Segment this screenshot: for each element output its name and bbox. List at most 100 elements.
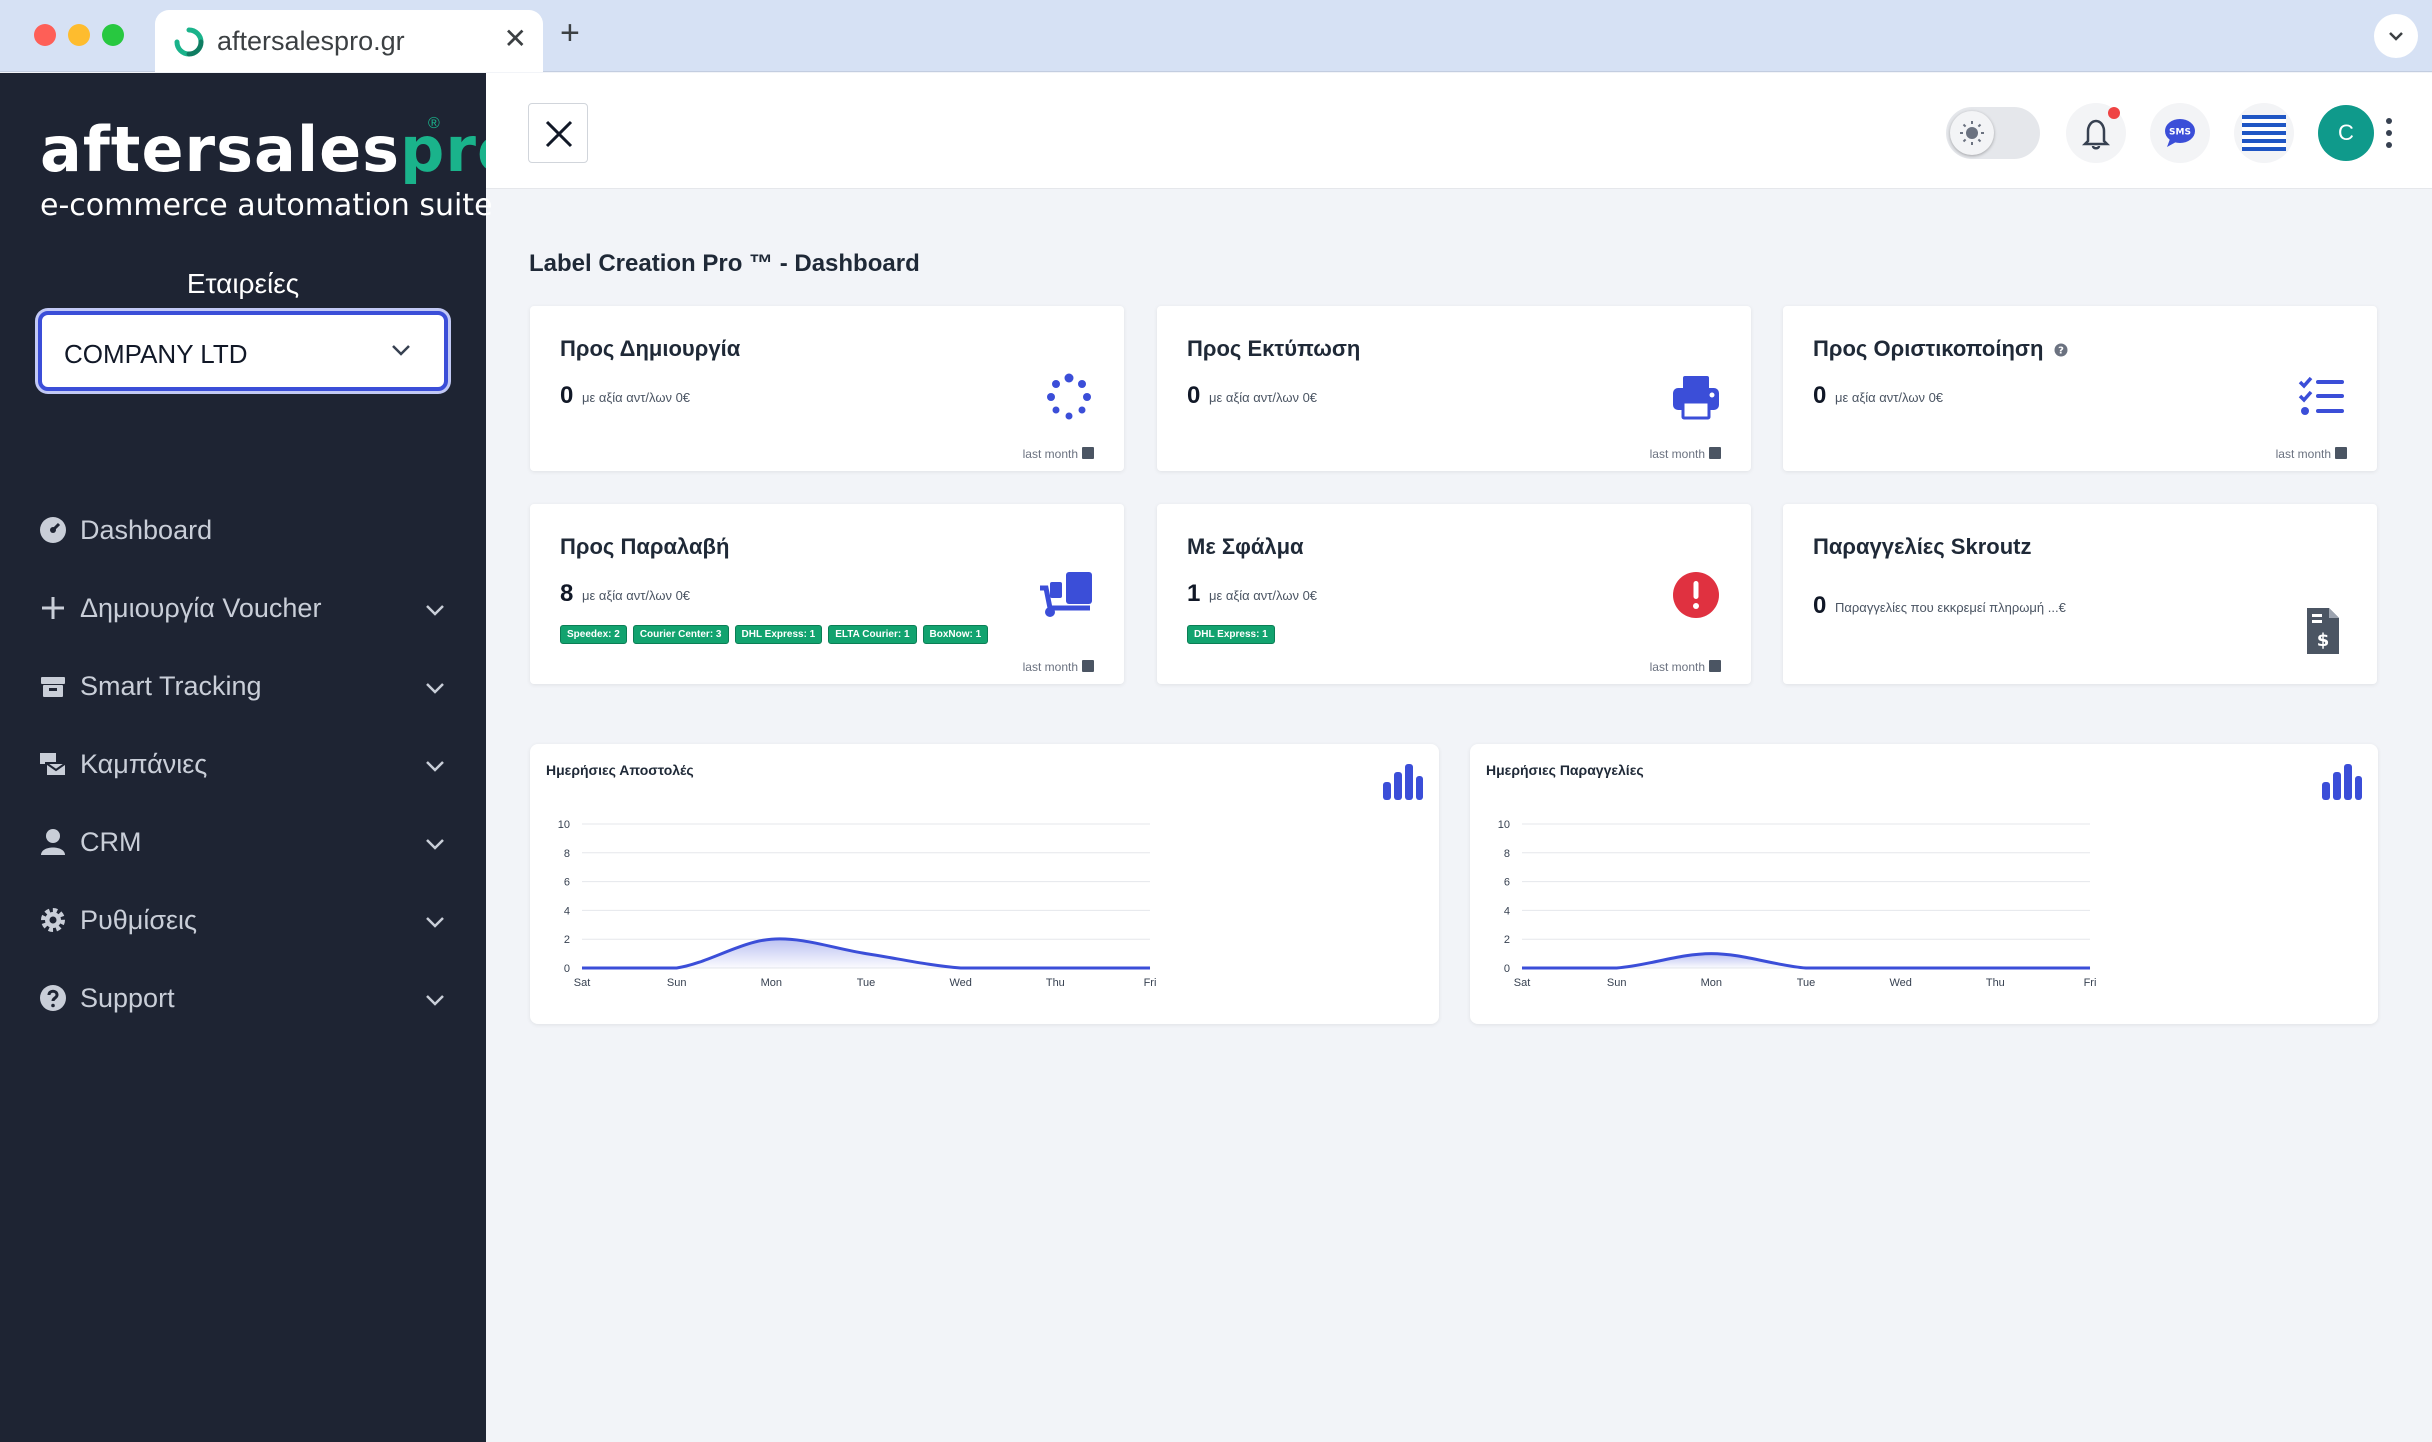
brand-logo[interactable]: aftersalespro ® e-commerce automation su… — [40, 113, 521, 223]
notification-dot — [2108, 107, 2120, 119]
chevron-down-icon — [426, 605, 444, 616]
stat-card-skroutz-orders[interactable]: Παραγγελίες Skroutz 0 Παραγγελίες που εκ… — [1783, 504, 2377, 684]
daily-shipments-chart: Ημερήσιες Αποστολές 0 2 4 6 8 10 Sat Sun Mon Tue W… — [530, 744, 1439, 1024]
sidebar-item-label: Support — [80, 983, 175, 1013]
card-count: 0 — [560, 382, 574, 409]
user-icon — [41, 829, 65, 855]
sidebar-item-label: Καμπάνιες — [80, 749, 208, 779]
brand-tagline: e-commerce automation suite — [40, 188, 493, 223]
invoice-dollar-icon: $ — [2307, 608, 2339, 654]
new-tab-button[interactable]: + — [560, 14, 580, 52]
y-tick-label: 0 — [564, 963, 570, 975]
stat-card-to-print[interactable]: Προς Εκτύπωση 0 με αξία αντ/λων 0€ last … — [1157, 306, 1751, 471]
card-period[interactable]: last month — [1650, 660, 1721, 674]
gear-icon — [41, 908, 65, 932]
sms-icon: SMS — [2165, 119, 2195, 147]
svg-text:?: ? — [2058, 346, 2064, 357]
chart-canvas: 0 2 4 6 8 10 Sat Sun Mon Tue Wed Thu Fri — [1498, 819, 2097, 989]
chevron-down-icon — [426, 995, 444, 1006]
x-tick-label: Fri — [1144, 977, 1157, 989]
theme-toggle[interactable] — [1946, 107, 2040, 159]
sidebar-item-label: Dashboard — [80, 515, 213, 545]
y-tick-label: 10 — [558, 819, 570, 831]
y-tick-label: 10 — [1498, 819, 1510, 831]
sidebar-item-voucher[interactable]: Δημιουργία Voucher — [0, 571, 486, 649]
x-tick-label: Sat — [1514, 977, 1531, 989]
y-tick-label: 8 — [1504, 848, 1510, 860]
stat-card-to-finalize[interactable]: Προς Οριστικοποίηση ? 0 με αξία αντ/λων … — [1783, 306, 2377, 471]
tasks-icon — [2298, 376, 2344, 415]
company-select-value: COMPANY LTD — [64, 339, 248, 369]
courier-badge: ELTA Courier: 1 — [828, 625, 917, 644]
language-button[interactable] — [2234, 103, 2294, 163]
box-icon — [41, 677, 65, 697]
series-area — [582, 938, 1150, 968]
notifications-button[interactable] — [2066, 103, 2126, 163]
card-count: 0 — [1813, 592, 1827, 619]
courier-badge: DHL Express: 1 — [1187, 625, 1275, 644]
window-zoom-button[interactable] — [102, 24, 124, 46]
company-select[interactable]: COMPANY LTD — [38, 311, 448, 391]
user-avatar[interactable]: C — [2318, 105, 2374, 161]
x-tick-label: Fri — [2084, 977, 2097, 989]
card-period[interactable]: last month — [1023, 660, 1094, 674]
sidebar-nav: Dashboard Δημιουργία Voucher Smart Track… — [0, 493, 486, 1039]
tab-list-button[interactable] — [2374, 14, 2418, 58]
bar-chart-icon[interactable] — [2318, 760, 2362, 804]
card-subtitle: με αξία αντ/λων 0€ — [582, 390, 691, 405]
sidebar-item-crm[interactable]: CRM — [0, 805, 486, 883]
sms-button[interactable]: SMS — [2150, 103, 2210, 163]
courier-badges: Speedex: 2 Courier Center: 3 DHL Express: … — [560, 624, 994, 644]
tab-close-icon[interactable]: ✕ — [503, 23, 527, 54]
stat-card-with-error[interactable]: Με Σφάλμα 1 με αξία αντ/λων 0€ DHL Expre… — [1157, 504, 1751, 684]
y-tick-label: 2 — [564, 934, 570, 946]
card-subtitle: με αξία αντ/λων 0€ — [1835, 390, 1944, 405]
y-tick-label: 4 — [1504, 905, 1510, 917]
card-count: 8 — [560, 580, 574, 607]
close-sidebar-button[interactable] — [528, 103, 588, 163]
card-subtitle: με αξία αντ/λων 0€ — [1209, 588, 1318, 603]
card-period[interactable]: last month — [1023, 447, 1094, 461]
more-options-icon[interactable] — [2382, 113, 2396, 153]
window-close-button[interactable] — [34, 24, 56, 46]
card-subtitle: με αξία αντ/λων 0€ — [582, 588, 691, 603]
chevron-down-icon — [426, 761, 444, 772]
card-period[interactable]: last month — [2276, 447, 2347, 461]
calendar-icon — [2335, 447, 2347, 459]
stat-card-to-pickup[interactable]: Προς Παραλαβή 8 με αξία αντ/λων 0€ Speed… — [530, 504, 1124, 684]
sidebar-item-smart-tracking[interactable]: Smart Tracking — [0, 649, 486, 727]
y-tick-label: 6 — [564, 877, 570, 889]
chart-canvas: 0 2 4 6 8 10 Sat Sun Mon Tue Wed Thu Fri — [558, 819, 1157, 989]
sidebar-item-support[interactable]: Support — [0, 961, 486, 1039]
dolly-icon — [1040, 572, 1092, 617]
y-tick-label: 4 — [564, 905, 570, 917]
close-icon — [545, 120, 573, 148]
svg-text:SMS: SMS — [2169, 128, 2191, 138]
card-count: 0 — [1187, 382, 1201, 409]
plus-icon — [42, 597, 64, 619]
info-icon[interactable]: ? — [2054, 343, 2068, 357]
sidebar-item-dashboard[interactable]: Dashboard — [0, 493, 486, 571]
chevron-down-icon — [392, 345, 410, 356]
y-tick-label: 8 — [564, 848, 570, 860]
site-favicon-icon — [174, 27, 204, 57]
browser-toolbar: aftersalespro.gr ✕ + — [0, 0, 2432, 72]
y-tick-label: 6 — [1504, 877, 1510, 889]
courier-badge: DHL Express: 1 — [734, 625, 823, 644]
stat-card-to-create[interactable]: Προς Δημιουργία 0 με αξία αντ/λων 0€ las… — [530, 306, 1124, 471]
courier-badge: Speedex: 2 — [560, 625, 627, 644]
x-tick-label: Wed — [949, 977, 971, 989]
sidebar-item-campaigns[interactable]: Καμπάνιες — [0, 727, 486, 805]
sidebar-item-settings[interactable]: Ρυθμίσεις — [0, 883, 486, 961]
bar-chart-icon[interactable] — [1379, 760, 1423, 804]
browser-tab[interactable]: aftersalespro.gr ✕ — [155, 10, 543, 72]
chevron-down-icon — [2389, 32, 2403, 41]
card-title: Παραγγελίες Skroutz — [1813, 534, 2032, 559]
x-tick-label: Wed — [1889, 977, 1911, 989]
window-minimize-button[interactable] — [68, 24, 90, 46]
courier-badges: DHL Express: 1 — [1187, 624, 1281, 644]
error-icon — [1673, 572, 1719, 618]
card-period[interactable]: last month — [1650, 447, 1721, 461]
card-title: Προς Δημιουργία — [560, 336, 741, 361]
card-count: 1 — [1187, 580, 1201, 607]
